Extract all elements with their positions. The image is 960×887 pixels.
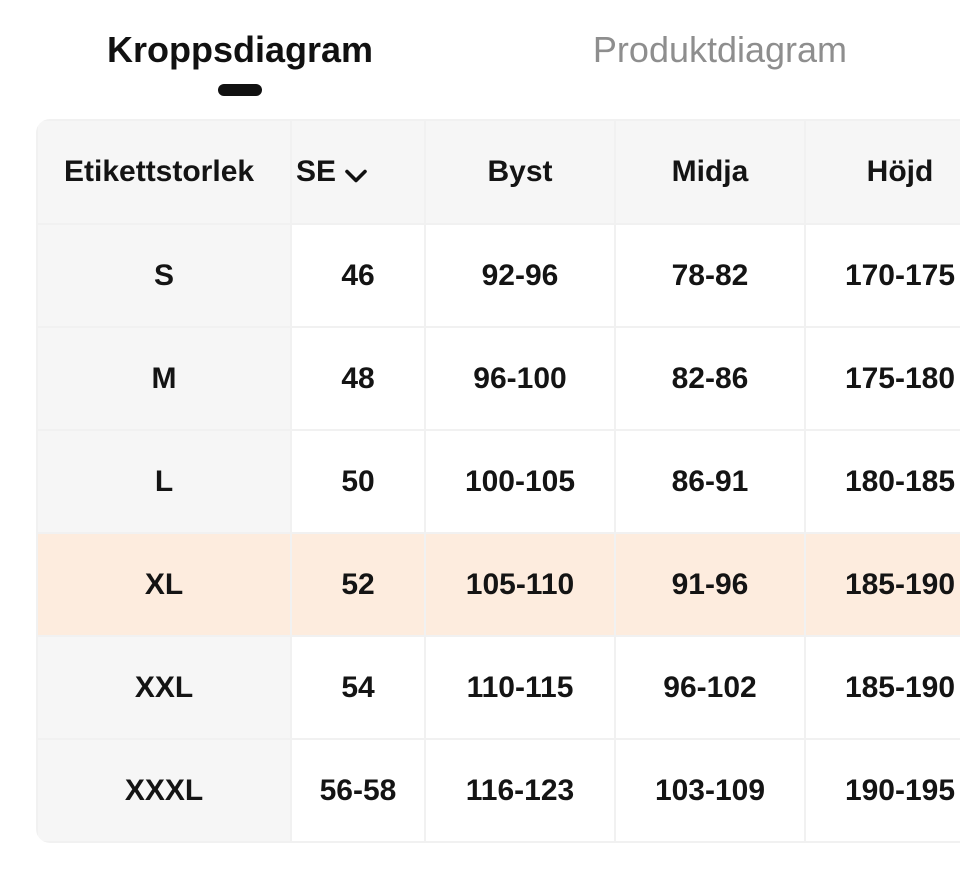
midja-value: 91-96 [614, 532, 806, 637]
byst-value: 100-105 [424, 429, 616, 534]
midja-value: 86-91 [614, 429, 806, 534]
byst-value: 96-100 [424, 326, 616, 431]
size-chart-table: Etikettstorlek SE Byst Midja Höjd S 46 9… [36, 119, 960, 843]
midja-value: 103-109 [614, 738, 806, 843]
table-row-xxl: XXL 54 110-115 96-102 185-190 [36, 635, 960, 740]
hojd-value: 180-185 [804, 429, 960, 534]
chevron-down-icon [345, 169, 367, 183]
table-row-xxxl: XXXL 56-58 116-123 103-109 190-195 [36, 738, 960, 843]
chart-tab-bar: Kroppsdiagram Produktdiagram [0, 0, 960, 96]
column-header-etikettstorlek: Etikettstorlek [36, 119, 292, 225]
size-label: XXL [36, 635, 292, 740]
se-value: 54 [290, 635, 426, 740]
table-header-row: Etikettstorlek SE Byst Midja Höjd [36, 119, 960, 225]
size-label: XXXL [36, 738, 292, 843]
midja-value: 78-82 [614, 223, 806, 328]
tab-produktdiagram[interactable]: Produktdiagram [480, 28, 960, 96]
se-value: 48 [290, 326, 426, 431]
size-unit-selector[interactable]: SE [290, 119, 426, 225]
hojd-value: 170-175 [804, 223, 960, 328]
size-label: XL [36, 532, 292, 637]
column-header-hojd: Höjd [804, 119, 960, 225]
byst-value: 116-123 [424, 738, 616, 843]
size-unit-label: SE [296, 155, 337, 188]
hojd-value: 190-195 [804, 738, 960, 843]
byst-value: 105-110 [424, 532, 616, 637]
tab-produktdiagram-label: Produktdiagram [592, 29, 848, 70]
size-label: M [36, 326, 292, 431]
size-label: L [36, 429, 292, 534]
table-row-l: L 50 100-105 86-91 180-185 [36, 429, 960, 534]
se-value: 56-58 [290, 738, 426, 843]
hojd-value: 185-190 [804, 532, 960, 637]
table-row-m: M 48 96-100 82-86 175-180 [36, 326, 960, 431]
se-value: 46 [290, 223, 426, 328]
hojd-value: 185-190 [804, 635, 960, 740]
active-tab-indicator [218, 84, 262, 96]
size-chart: Etikettstorlek SE Byst Midja Höjd S 46 9… [36, 119, 960, 843]
byst-value: 92-96 [424, 223, 616, 328]
se-value: 52 [290, 532, 426, 637]
midja-value: 96-102 [614, 635, 806, 740]
byst-value: 110-115 [424, 635, 616, 740]
hojd-value: 175-180 [804, 326, 960, 431]
table-row-s: S 46 92-96 78-82 170-175 [36, 223, 960, 328]
column-header-midja: Midja [614, 119, 806, 225]
tab-kroppsdiagram[interactable]: Kroppsdiagram [0, 28, 480, 96]
table-row-xl: XL 52 105-110 91-96 185-190 [36, 532, 960, 637]
se-value: 50 [290, 429, 426, 534]
column-header-byst: Byst [424, 119, 616, 225]
tab-kroppsdiagram-label: Kroppsdiagram [106, 29, 374, 70]
midja-value: 82-86 [614, 326, 806, 431]
size-label: S [36, 223, 292, 328]
